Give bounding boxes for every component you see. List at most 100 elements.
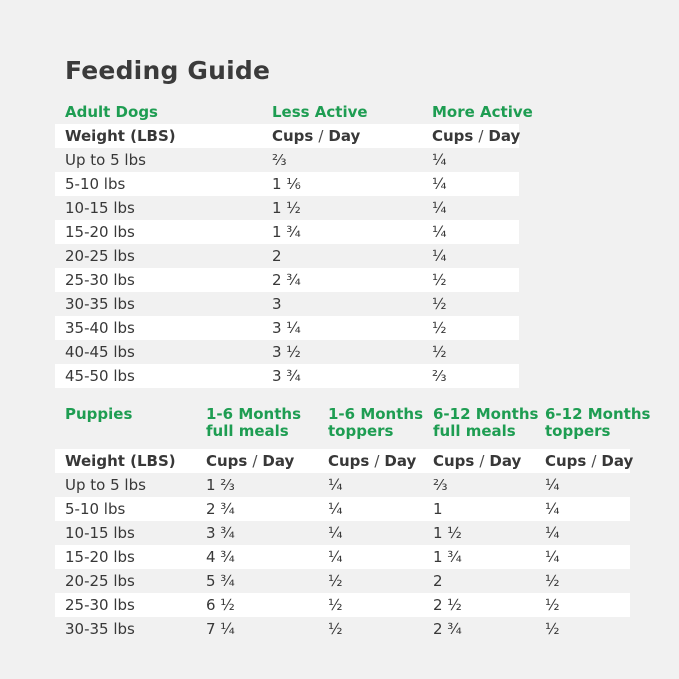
m16-toppers-value: ¼ [328,548,343,566]
adult-weight-header: Weight (LBS) [65,127,176,145]
puppies-col-16-toppers: 1-6 Months toppers [328,405,424,440]
more-active-value: ½ [432,319,447,337]
m16-toppers-value: ½ [328,620,343,638]
weight-cell: 5-10 lbs [65,175,126,193]
more-active-value: ¼ [432,223,447,241]
less-active-value: ⅔ [272,151,287,169]
m16-full-value: 2 ¾ [206,500,235,518]
weight-cell: 20-25 lbs [65,572,135,590]
table-row: 5-10 lbs 1 ⅙ ¼ [55,172,519,196]
more-active-value: ½ [432,343,447,361]
weight-cell: 10-15 lbs [65,199,135,217]
m612-full-value: 2 ½ [433,596,462,614]
slash-separator: / [591,452,597,470]
weight-cell: 25-30 lbs [65,271,135,289]
m612-toppers-value: ½ [545,596,560,614]
slash-separator: / [479,452,485,470]
table-row: 15-20 lbs 4 ¾ ¼ 1 ¾ ¼ [55,545,630,569]
m612-toppers-value: ¼ [545,476,560,494]
weight-cell: 10-15 lbs [65,524,135,542]
more-active-value: ½ [432,271,447,289]
weight-cell: 30-35 lbs [65,295,135,313]
table-row: 30-35 lbs 7 ¼ ½ 2 ¾ ½ [55,617,630,641]
puppies-cups-day-header-1: Cups / Day [206,452,295,470]
less-active-value: 3 ¾ [272,367,301,385]
m612-full-value: 1 ¾ [433,548,462,566]
more-active-value: ¼ [432,175,447,193]
m612-toppers-value: ½ [545,620,560,638]
m16-toppers-value: ¼ [328,476,343,494]
more-active-value: ¼ [432,247,447,265]
less-active-value: 3 ¼ [272,319,301,337]
table-row: 25-30 lbs 6 ½ ½ 2 ½ ½ [55,593,630,617]
weight-cell: 15-20 lbs [65,548,135,566]
less-active-value: 1 ⅙ [272,175,301,193]
less-active-value: 1 ½ [272,199,301,217]
slash-separator: / [374,452,380,470]
puppies-cups-day-header-3: Cups / Day [433,452,522,470]
m612-full-value: 2 ¾ [433,620,462,638]
puppies-weight-header: Weight (LBS) [65,452,176,470]
m16-full-value: 5 ¾ [206,572,235,590]
weight-cell: 15-20 lbs [65,223,135,241]
table-row: 5-10 lbs 2 ¾ ¼ 1 ¼ [55,497,630,521]
weight-cell: 5-10 lbs [65,500,126,518]
table-row: 30-35 lbs 3 ½ [55,292,519,316]
m16-toppers-value: ½ [328,572,343,590]
m16-toppers-value: ¼ [328,500,343,518]
table-row: 20-25 lbs 2 ¼ [55,244,519,268]
adult-section-header-row: Adult Dogs Less Active More Active [55,101,533,124]
adult-dogs-table: Adult Dogs Less Active More Active Weigh… [55,101,533,388]
table-row: 10-15 lbs 1 ½ ¼ [55,196,519,220]
adult-col-less-active: Less Active [272,103,368,121]
table-row: Up to 5 lbs ⅔ ¼ [55,148,519,172]
less-active-value: 2 ¾ [272,271,301,289]
less-active-value: 3 [272,295,282,313]
table-row: 20-25 lbs 5 ¾ ½ 2 ½ [55,569,630,593]
weight-cell: 25-30 lbs [65,596,135,614]
adult-cups-day-header-2: Cups / Day [432,127,521,145]
puppies-section-header-row: Puppies 1-6 Months full meals 1-6 Months t… [55,404,650,449]
puppies-cups-day-header-4: Cups / Day [545,452,634,470]
less-active-value: 3 ½ [272,343,301,361]
puppies-col-16-full: 1-6 Months full meals [206,405,302,440]
m612-toppers-value: ¼ [545,500,560,518]
m16-full-value: 3 ¾ [206,524,235,542]
weight-cell: 45-50 lbs [65,367,135,385]
weight-cell: 30-35 lbs [65,620,135,638]
adult-column-header-row: Weight (LBS) Cups / Day Cups / Day [55,124,521,148]
puppies-table: Puppies 1-6 Months full meals 1-6 Months t… [55,404,650,641]
m16-toppers-value: ¼ [328,524,343,542]
table-row: 10-15 lbs 3 ¾ ¼ 1 ½ ¼ [55,521,630,545]
table-row: Up to 5 lbs 1 ⅔ ¼ ⅔ ¼ [55,473,630,497]
m612-toppers-value: ¼ [545,524,560,542]
m16-full-value: 4 ¾ [206,548,235,566]
slash-separator: / [252,452,258,470]
table-row: 35-40 lbs 3 ¼ ½ [55,316,519,340]
table-row: 40-45 lbs 3 ½ ½ [55,340,519,364]
puppies-section-label: Puppies [65,405,133,423]
page-title: Feeding Guide [65,56,271,85]
puppies-col-612-toppers: 6-12 Months toppers [545,405,651,440]
m16-full-value: 6 ½ [206,596,235,614]
puppies-column-header-row: Weight (LBS) Cups / Day Cups / Day Cups / Day … [55,449,634,473]
m16-full-value: 7 ¼ [206,620,235,638]
m16-full-value: 1 ⅔ [206,476,235,494]
slash-separator: / [478,127,484,145]
weight-cell: 40-45 lbs [65,343,135,361]
weight-cell: 35-40 lbs [65,319,135,337]
puppies-cups-day-header-2: Cups / Day [328,452,417,470]
less-active-value: 1 ¾ [272,223,301,241]
weight-cell: 20-25 lbs [65,247,135,265]
weight-cell: Up to 5 lbs [65,151,146,169]
table-row: 25-30 lbs 2 ¾ ½ [55,268,519,292]
table-row: 15-20 lbs 1 ¾ ¼ [55,220,519,244]
m612-full-value: 1 ½ [433,524,462,542]
puppies-col-612-full: 6-12 Months full meals [433,405,539,440]
m612-toppers-value: ½ [545,572,560,590]
more-active-value: ⅔ [432,367,447,385]
weight-cell: Up to 5 lbs [65,476,146,494]
m612-toppers-value: ¼ [545,548,560,566]
m612-full-value: 2 [433,572,443,590]
